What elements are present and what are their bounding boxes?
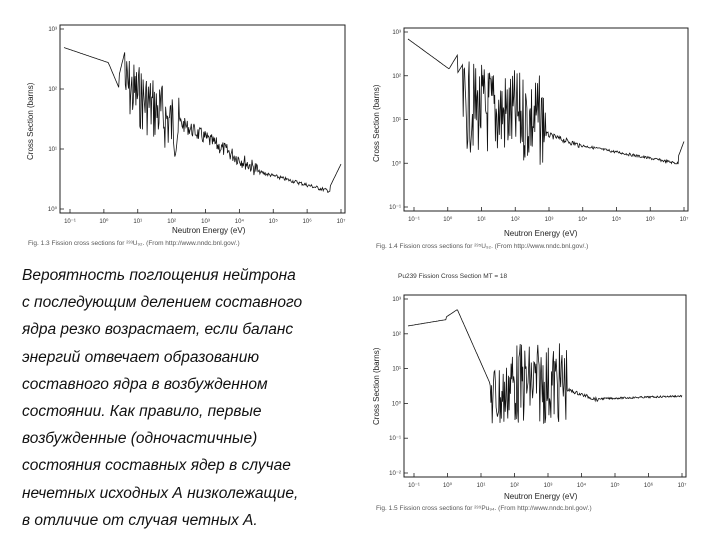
plot-frame	[403, 294, 687, 478]
x-tick-label: 10⁶	[646, 216, 656, 223]
y-tick-label: 10⁰	[48, 206, 58, 213]
plot-pu239: 10⁻¹ 10⁰ 10¹ 10² 10³ 10⁴ 10⁵ 10⁶ 10⁷ 10³10²10¹10…	[389, 294, 687, 489]
y-tick-label: 10²	[48, 87, 57, 93]
x-tick-label: 10²	[167, 219, 176, 225]
plot-frame	[59, 24, 346, 214]
y-ticks: 10³ 10² 10¹ 10⁰ 10⁻¹	[389, 30, 408, 211]
plot-frame	[403, 27, 689, 212]
figure-caption: Fig. 1.4 Fission cross sections for ²³⁵U…	[376, 243, 589, 250]
plot-u233: 10⁻¹ 10⁰ 10¹ 10² 10³ 10⁴ 10⁵ 10⁶ 10⁷ 10³10²10¹10…	[48, 24, 346, 225]
x-tick-label: 10⁷	[678, 482, 687, 489]
text-line: состоянии. Как правило, первые	[22, 403, 262, 421]
x-tick-label: 10¹	[133, 219, 142, 225]
y-tick-label: 10²	[392, 74, 401, 80]
x-ticks: 10⁻¹ 10⁰ 10¹ 10² 10³ 10⁴ 10⁵ 10⁶ 10⁷	[408, 207, 688, 223]
cross-section-curve	[407, 38, 685, 165]
x-tick-label: 10²	[510, 483, 519, 489]
x-tick-label: 10⁰	[99, 218, 109, 225]
y-tick-label: 10⁻¹	[389, 436, 401, 442]
y-tick-label: 10⁰	[392, 160, 402, 167]
x-axis-label: Neutron Energy (eV)	[172, 226, 246, 235]
y-ticks: 10³ 10² 10¹ 10⁰ 10⁻¹ 10⁻²	[389, 297, 408, 477]
x-tick-label: 10⁴	[577, 482, 587, 489]
figure-1-4: Cross Section (barns) 10⁻¹ 10⁰ 10¹ 10² 10³ 10…	[360, 0, 720, 255]
text-line: ядра резко возрастает, если баланс	[22, 321, 294, 339]
y-tick-label: 10³	[392, 30, 401, 36]
text-line: энергий отвечает образованию	[22, 348, 259, 366]
figure-1-5: Pu239 Fission Cross Section MT = 18 Cros…	[360, 265, 720, 540]
x-tick-label: 10⁻¹	[408, 217, 420, 223]
y-ticks: 10³ 10² 10¹ 10⁰	[48, 27, 64, 213]
text-line: нечетных исходных А низколежащие,	[22, 484, 299, 502]
cross-section-curve	[407, 309, 683, 424]
x-tick-label: 10⁵	[269, 218, 279, 225]
text-line: Вероятность поглощения нейтрона	[22, 267, 296, 284]
x-tick-label: 10⁰	[443, 216, 453, 223]
x-tick-label: 10⁻¹	[64, 219, 76, 225]
text-line: состояния составных ядер в случае	[22, 457, 291, 475]
text-line: с последующим делением составного	[22, 294, 303, 312]
x-axis-label: Neutron Energy (eV)	[504, 492, 578, 501]
y-tick-label: 10⁻¹	[389, 205, 401, 211]
y-tick-label: 10³	[392, 297, 401, 303]
x-tick-label: 10³	[545, 217, 554, 223]
figure-1-3: Cross Section (barns) 10⁻¹ 10⁰ 10¹ 10² 10³ 10…	[0, 0, 360, 255]
figure-caption: Fig. 1.3 Fission cross sections for ²³³U…	[28, 240, 240, 247]
plot-u235: 10⁻¹ 10⁰ 10¹ 10² 10³ 10⁴ 10⁵ 10⁶ 10⁷ 10³10²10¹10…	[389, 27, 689, 223]
x-tick-label: 10⁰	[443, 482, 453, 489]
y-tick-label: 10¹	[392, 367, 401, 373]
y-tick-label: 10¹	[392, 118, 401, 124]
x-tick-label: 10⁶	[644, 482, 654, 489]
x-tick-label: 10⁷	[680, 216, 689, 223]
x-tick-label: 10⁴	[578, 216, 588, 223]
y-tick-label: 10⁰	[392, 400, 402, 407]
figure-title: Pu239 Fission Cross Section MT = 18	[398, 273, 508, 280]
x-tick-label: 10⁶	[303, 218, 313, 225]
figure-caption: Fig. 1.5 Fission cross sections for ²³⁹P…	[376, 505, 592, 512]
cross-section-curve	[63, 47, 342, 194]
x-tick-label: 10⁻¹	[408, 483, 420, 489]
x-tick-label: 10¹	[477, 483, 486, 489]
x-tick-label: 10³	[544, 483, 553, 489]
x-tick-label: 10⁵	[612, 216, 622, 223]
y-tick-label: 10²	[392, 332, 401, 338]
text-line: составного ядра в возбужденном	[22, 375, 268, 393]
x-axis-label: Neutron Energy (eV)	[504, 229, 578, 238]
y-tick-label: 10⁻²	[389, 471, 401, 477]
y-tick-label: 10³	[48, 27, 57, 33]
x-tick-label: 10⁷	[337, 218, 346, 225]
x-tick-label: 10¹	[477, 217, 486, 223]
x-ticks: 10⁻¹ 10⁰ 10¹ 10² 10³ 10⁴ 10⁵ 10⁶ 10⁷	[408, 473, 686, 489]
x-tick-label: 10⁵	[610, 482, 620, 489]
text-line: в отличие от случая четных А.	[22, 511, 258, 529]
x-tick-label: 10³	[201, 219, 210, 225]
text-line: возбужденные (одночастичные)	[22, 430, 258, 448]
x-ticks: 10⁻¹ 10⁰ 10¹ 10² 10³ 10⁴ 10⁵ 10⁶ 10⁷	[64, 209, 345, 225]
x-tick-label: 10⁴	[235, 218, 245, 225]
body-text: Вероятность поглощения нейтрона с послед…	[22, 262, 367, 534]
y-tick-label: 10¹	[48, 147, 57, 153]
x-tick-label: 10²	[511, 217, 520, 223]
